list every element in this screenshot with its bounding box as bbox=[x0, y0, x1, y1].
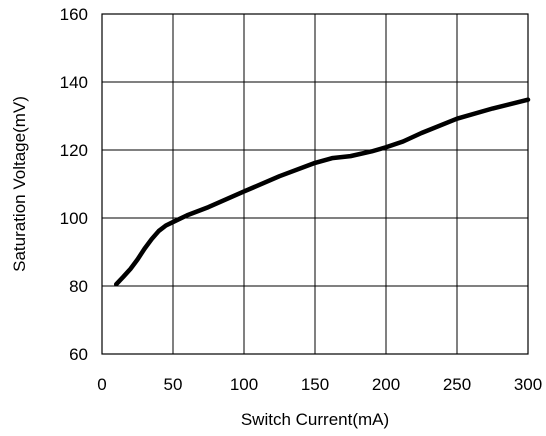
x-tick-label: 0 bbox=[97, 375, 106, 394]
x-tick-label: 300 bbox=[514, 375, 542, 394]
x-tick-label: 200 bbox=[372, 375, 400, 394]
plot-frame bbox=[101, 13, 529, 355]
y-tick-label: 100 bbox=[60, 209, 88, 228]
x-tick-label: 150 bbox=[301, 375, 329, 394]
y-tick-label: 80 bbox=[69, 277, 88, 296]
x-axis-title: Switch Current(mA) bbox=[241, 410, 389, 429]
y-tick-labels: 60 80 100 120 140 160 bbox=[60, 5, 88, 364]
x-tick-labels: 0 50 100 150 200 250 300 bbox=[97, 375, 542, 394]
y-tick-label: 160 bbox=[60, 5, 88, 24]
series-layer bbox=[113, 97, 531, 287]
x-tick-label: 250 bbox=[443, 375, 471, 394]
series-line bbox=[113, 97, 531, 287]
y-tick-label: 60 bbox=[69, 345, 88, 364]
y-tick-label: 140 bbox=[60, 73, 88, 92]
x-tick-label: 100 bbox=[230, 375, 258, 394]
y-tick-label: 120 bbox=[60, 141, 88, 160]
y-axis-title: Saturation Voltage(mV) bbox=[10, 96, 29, 272]
x-tick-label: 50 bbox=[164, 375, 183, 394]
